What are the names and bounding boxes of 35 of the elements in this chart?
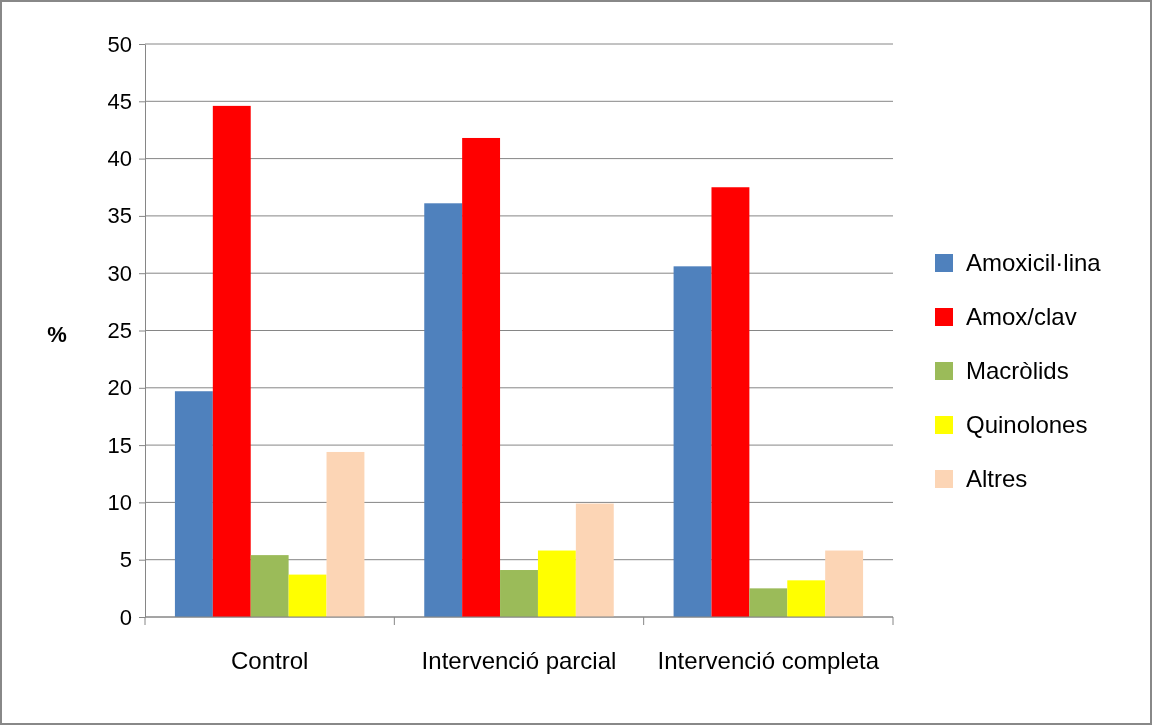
legend-label: Quinolones bbox=[966, 411, 1088, 438]
bar bbox=[825, 550, 864, 617]
x-tick-label: Control bbox=[230, 647, 309, 674]
legend-label: Macròlids bbox=[966, 357, 1069, 384]
y-tick-label: 40 bbox=[107, 146, 132, 172]
x-tick-label: Intervenció parcial bbox=[421, 647, 617, 674]
legend-label: Amoxicil·lina bbox=[966, 249, 1102, 276]
bar bbox=[326, 451, 365, 617]
bar bbox=[673, 266, 712, 617]
bar bbox=[787, 580, 826, 617]
y-tick-label: 5 bbox=[119, 547, 132, 573]
y-tick-label: 45 bbox=[107, 88, 132, 114]
y-tick-label: 10 bbox=[107, 489, 132, 515]
bar bbox=[174, 391, 213, 617]
y-tick-label: 35 bbox=[107, 203, 132, 229]
bar bbox=[288, 574, 327, 617]
bar bbox=[711, 187, 750, 617]
x-tick-label: Intervenció completa bbox=[657, 647, 880, 674]
y-tick-label: 30 bbox=[107, 260, 132, 286]
legend-label: Altres bbox=[966, 465, 1028, 492]
y-tick-label: 15 bbox=[107, 432, 132, 458]
bar bbox=[537, 550, 576, 617]
bar bbox=[749, 588, 788, 617]
legend-label: Amox/clav bbox=[966, 303, 1077, 330]
bar bbox=[424, 203, 463, 617]
y-tick-label: 0 bbox=[119, 604, 132, 630]
y-tick-label: 20 bbox=[107, 375, 132, 401]
y-tick-label: 25 bbox=[107, 318, 132, 344]
bar bbox=[500, 570, 538, 617]
bar bbox=[575, 503, 614, 617]
bar bbox=[212, 105, 251, 617]
bar bbox=[250, 555, 289, 617]
bar bbox=[462, 137, 501, 617]
y-axis-title: % bbox=[47, 322, 67, 347]
y-tick-label: 50 bbox=[107, 31, 132, 57]
